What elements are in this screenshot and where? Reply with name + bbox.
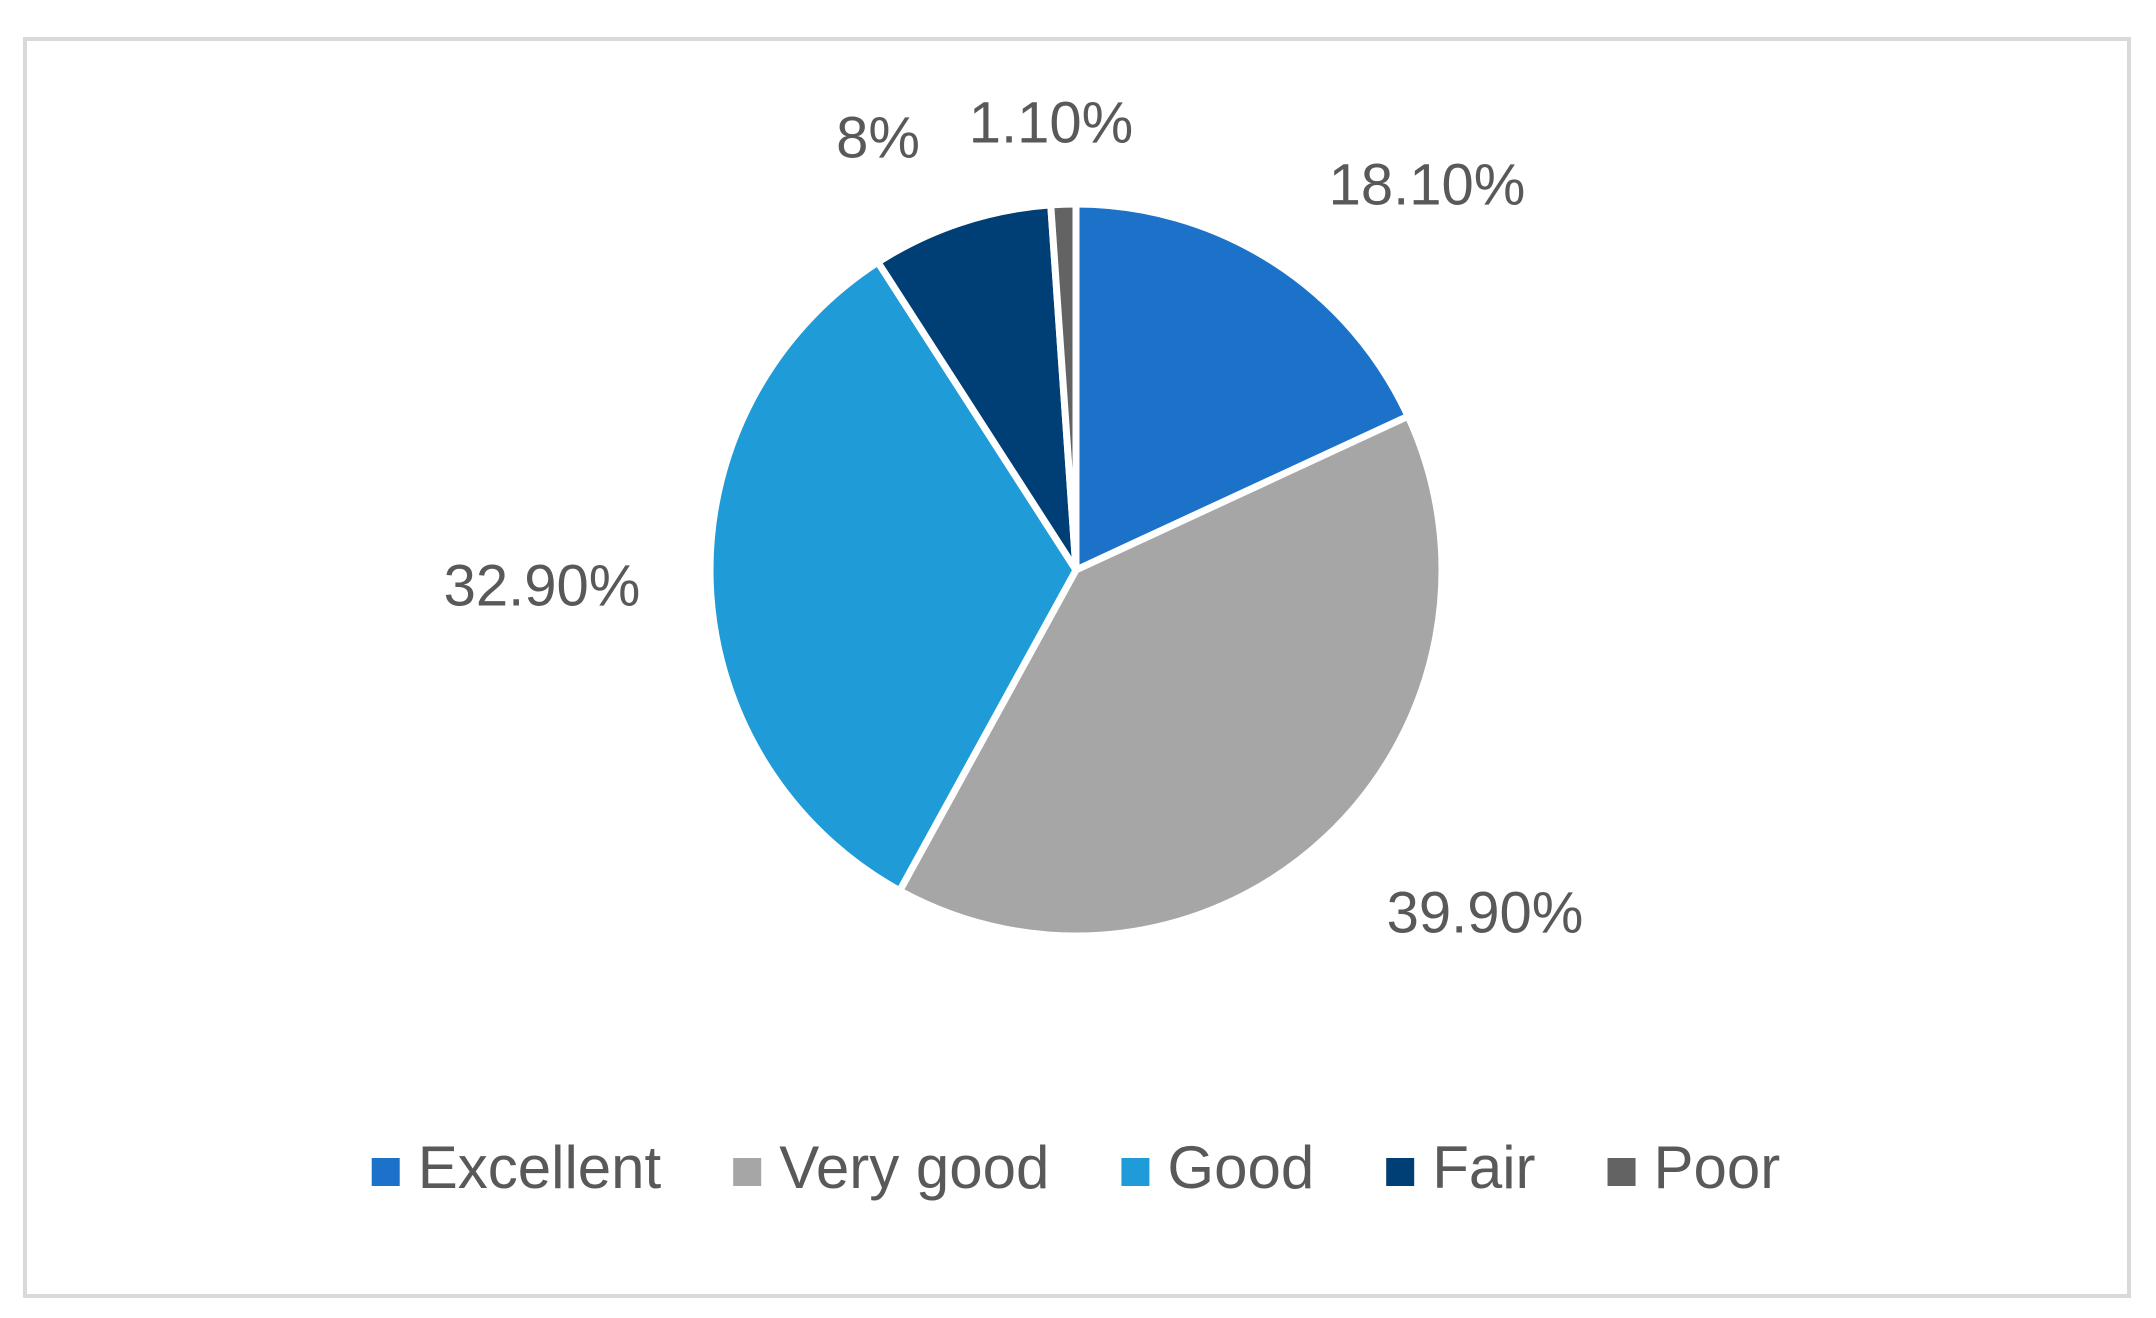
data-label: 8% — [836, 105, 920, 170]
legend-swatch — [1121, 1158, 1150, 1186]
pie-slice — [706, 258, 1080, 895]
data-label: 32.90% — [444, 553, 641, 618]
pie-slice — [896, 412, 1446, 940]
legend-label: Good — [1167, 1134, 1314, 1201]
legend-swatch — [733, 1158, 762, 1186]
data-label: 1.10% — [969, 90, 1133, 155]
pie-slice — [1072, 200, 1412, 574]
legend-swatch — [1386, 1158, 1415, 1186]
legend-label: Fair — [1432, 1134, 1535, 1201]
legend-swatch — [371, 1158, 400, 1186]
pie-slice — [1047, 200, 1080, 574]
pie-slice — [874, 201, 1080, 574]
legend-label: Very good — [779, 1134, 1049, 1201]
legend-swatch — [1607, 1158, 1636, 1186]
legend-label: Poor — [1654, 1134, 1781, 1201]
data-label: 39.90% — [1387, 880, 1584, 945]
data-label: 18.10% — [1329, 152, 1526, 217]
legend-label: Excellent — [418, 1134, 662, 1201]
